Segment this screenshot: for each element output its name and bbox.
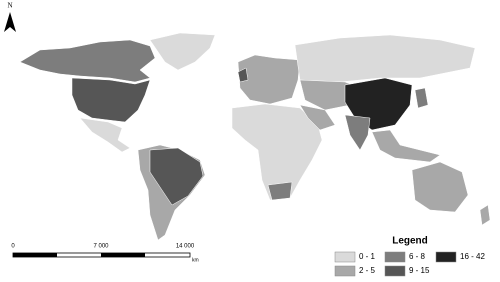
canada: [19, 39, 156, 83]
scale-label: 0: [11, 244, 15, 250]
north-arrow: N: [4, 2, 16, 32]
legend-title: Legend: [392, 236, 428, 247]
north-arrow-shape: [4, 12, 16, 32]
middle-east: [299, 104, 336, 131]
legend-swatch: [334, 265, 356, 277]
southeast-asia: [371, 129, 441, 163]
legend-swatch: [334, 251, 356, 263]
scale-bar: 0 7 000 14 000 km: [11, 244, 198, 264]
uk: [237, 67, 249, 83]
world-land: [19, 32, 491, 241]
scale-label: 7 000: [93, 244, 109, 250]
new-zealand: [479, 204, 491, 226]
greenland: [149, 32, 216, 71]
russia: [294, 34, 476, 83]
legend-label: 6 - 8: [409, 252, 426, 261]
india: [344, 114, 371, 151]
legend-label: 0 - 1: [359, 252, 376, 261]
legend: Legend 0 - 1 2 - 5 6 - 8 9 - 15 16 - 42: [334, 236, 485, 277]
south-africa: [267, 181, 293, 201]
scale-label: 14 000: [176, 244, 195, 250]
legend-label: 16 - 42: [460, 252, 485, 261]
mexico: [79, 117, 131, 153]
legend-swatch: [384, 251, 406, 263]
legend-swatch: [435, 251, 457, 263]
japan: [414, 87, 429, 109]
legend-swatch: [384, 265, 406, 277]
legend-label: 9 - 15: [409, 266, 430, 275]
north-label: N: [7, 2, 12, 10]
usa: [71, 77, 151, 123]
brazil: [149, 147, 204, 206]
africa: [231, 103, 323, 201]
scale-bar-segment: [13, 253, 57, 257]
scale-bar-segment: [101, 253, 145, 257]
legend-label: 2 - 5: [359, 266, 376, 275]
australia: [411, 161, 469, 213]
europe: [237, 54, 301, 105]
scale-unit: km: [192, 257, 199, 263]
